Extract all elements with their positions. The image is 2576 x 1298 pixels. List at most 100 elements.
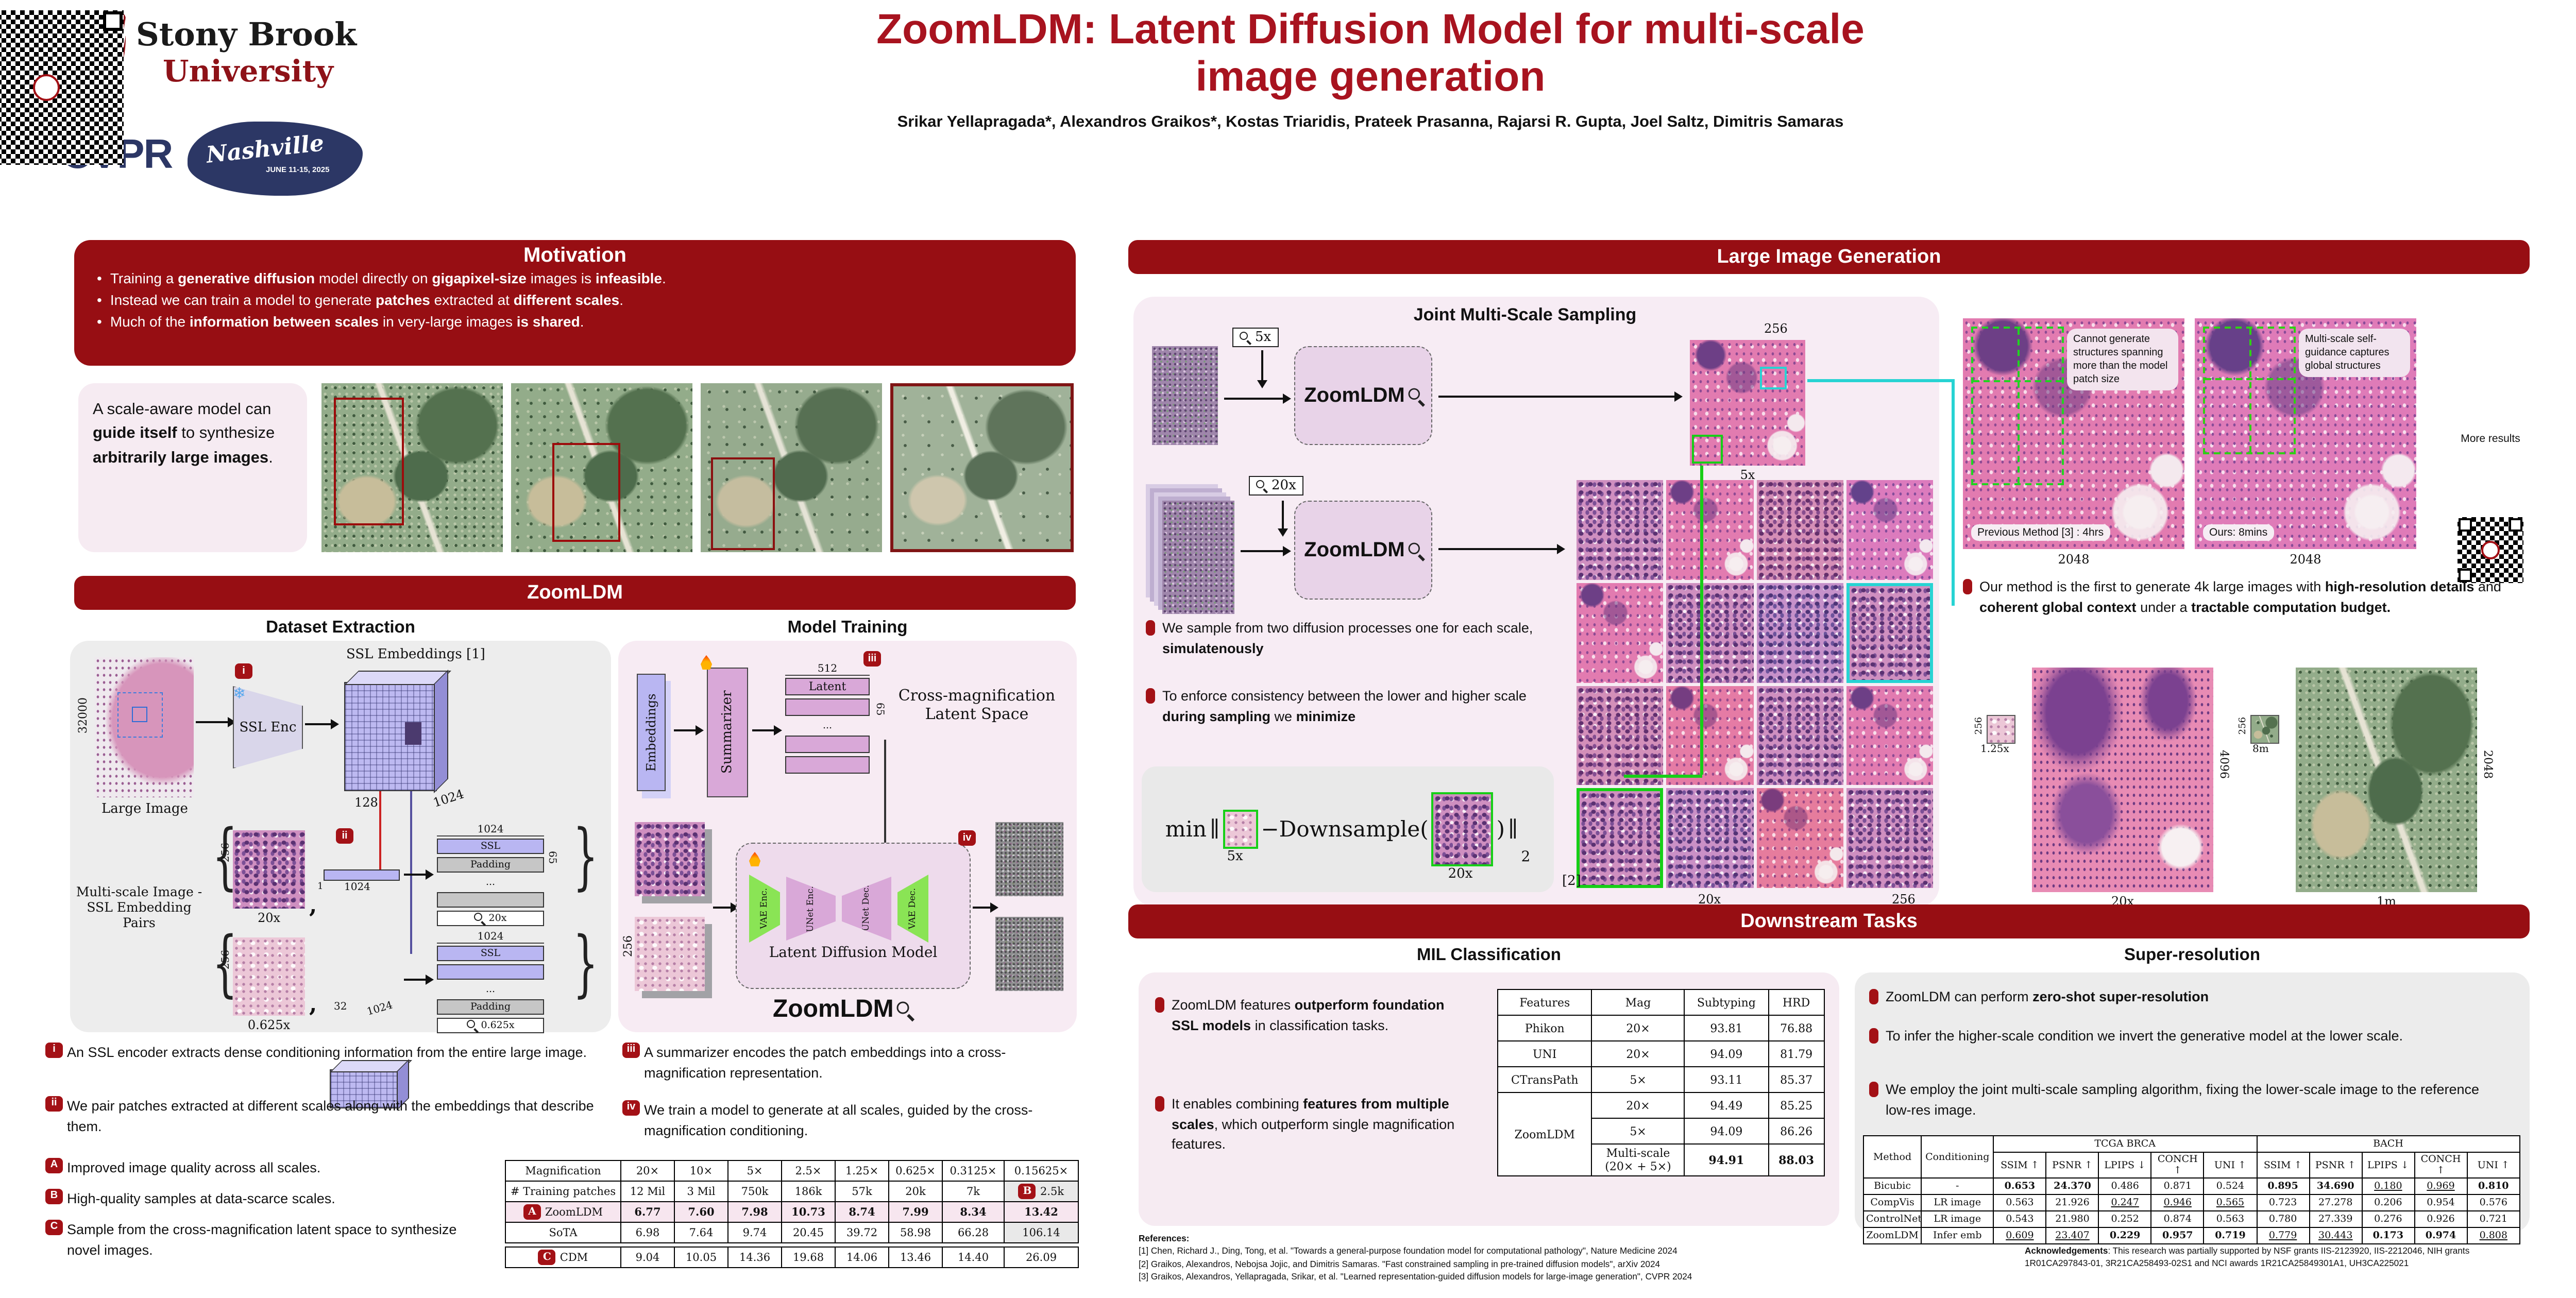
references-title: References: bbox=[1139, 1233, 1190, 1243]
green-connector bbox=[1624, 775, 1702, 777]
more-results-qr-code bbox=[2458, 517, 2523, 583]
size-2048-left: 2048 bbox=[2058, 552, 2090, 567]
mag-5x-tag: 5x bbox=[1232, 328, 1279, 347]
sr-heading: Super-resolution bbox=[2124, 946, 2260, 964]
pairs-caption: Multi-scale Image - SSL Embedding Pairs bbox=[76, 884, 202, 930]
green-crop-box bbox=[1692, 435, 1723, 464]
finding-c: C Sample from the cross-magnification lat… bbox=[45, 1220, 488, 1260]
motivation-bullet-2: • Instead we can train a model to generat… bbox=[97, 292, 623, 308]
noisy-20x-stack bbox=[1162, 501, 1234, 614]
comma: , bbox=[309, 892, 317, 919]
noise-output-1 bbox=[995, 822, 1063, 896]
zoomldm-logo: ZoomLDM bbox=[773, 995, 911, 1024]
patch-size-256: 256 bbox=[221, 950, 232, 970]
arrow bbox=[1224, 394, 1291, 404]
sr-bullet-3: We employ the joint multi-scale sampling… bbox=[1869, 1080, 2487, 1120]
snowflake-icon: ❄ bbox=[233, 685, 246, 703]
marker-iii: iii bbox=[863, 651, 881, 667]
previous-method-image: Cannot generate structures spanning more… bbox=[1963, 318, 2184, 549]
thumb2-256: 256 bbox=[2238, 717, 2248, 735]
large-image-caption: Large Image bbox=[101, 801, 188, 817]
embeddings-block: Embeddings bbox=[637, 674, 666, 791]
unet-encoder: UNet Enc. bbox=[786, 877, 836, 941]
grid-cell bbox=[1846, 480, 1933, 580]
arrow bbox=[973, 902, 998, 913]
magnifier-icon bbox=[474, 913, 486, 924]
large-20x-size: 4096 bbox=[2217, 750, 2231, 779]
grid-cell-green bbox=[1577, 788, 1664, 888]
step-bullet-iii: iii A summarizer encodes the patch embedd… bbox=[622, 1043, 1086, 1083]
token-stack-20x: 1024 SSL Padding ... 20x bbox=[437, 824, 544, 929]
zoomldm-box-5x: ZoomLDM bbox=[1294, 346, 1432, 445]
patch-20x-image bbox=[233, 830, 305, 909]
grid-cell bbox=[1577, 583, 1664, 682]
poster-title: ZoomLDM: Latent Diffusion Model for mult… bbox=[876, 5, 1865, 100]
dataset-extraction-heading: Dataset Extraction bbox=[266, 618, 415, 637]
ref-2-marker: [2] bbox=[1562, 874, 1581, 889]
noisy-5x-input bbox=[1152, 346, 1218, 445]
finding-a: A Improved image quality across all scale… bbox=[45, 1158, 499, 1178]
mil-heading: MIL Classification bbox=[1417, 946, 1561, 964]
sr-table-metric-header: SSIM ↑ PSNR ↑ LPIPS ↓ CONCH ↑ UNI ↑ SSIM ↑… bbox=[1863, 1152, 2521, 1179]
input-0625x-patch bbox=[635, 917, 705, 991]
brace-close: } bbox=[573, 814, 599, 898]
grid-cell bbox=[1577, 686, 1664, 785]
thumb2-image bbox=[2250, 715, 2279, 744]
mag-20x-tag: 20x bbox=[1249, 476, 1303, 496]
dataset-extraction-figure: 32000 Large Image i SSL Enc ❄ SSL Embedd… bbox=[70, 641, 611, 1111]
grid-cell bbox=[1666, 788, 1753, 888]
arrow bbox=[404, 869, 434, 880]
motivation-title: Motivation bbox=[523, 244, 626, 267]
noise-output-2 bbox=[995, 917, 1063, 991]
mil-bullet-2: It enables combining features from multi… bbox=[1155, 1094, 1475, 1154]
marker-iv: iv bbox=[958, 830, 976, 846]
magnifier-icon bbox=[1409, 387, 1425, 404]
university-logo-line1: Stony Brook bbox=[136, 16, 357, 54]
generated-5x-image bbox=[1690, 340, 1805, 466]
sr-bullet-2: To infer the higher-scale condition we i… bbox=[1869, 1026, 2487, 1046]
zoom-region-box bbox=[711, 457, 775, 550]
grid-overlay bbox=[117, 692, 163, 738]
grid-20x-label: 20x bbox=[1698, 892, 1721, 907]
arrow bbox=[1257, 350, 1267, 388]
green-connector bbox=[1700, 466, 1703, 775]
magnifier-icon bbox=[897, 1001, 914, 1018]
equation-box: min ∥ 5x −Downsample( 20x ) ∥ 2 bbox=[1142, 766, 1554, 892]
arrow bbox=[1241, 546, 1291, 556]
embedding-highlight bbox=[405, 722, 421, 745]
aerial-image-2 bbox=[511, 383, 692, 552]
comma: , bbox=[309, 991, 317, 1018]
step-bullet-iv: iv We train a model to generate at all sc… bbox=[622, 1100, 1086, 1140]
thumb2-mag: 8m bbox=[2252, 744, 2269, 755]
dim-1024: 1024 bbox=[365, 1000, 394, 1018]
cvpr-dates-label: JUNE 11-15, 2025 bbox=[266, 165, 330, 174]
eq-minus-downsample: −Downsample( bbox=[1261, 817, 1429, 842]
cvpr-city-label: Nashville bbox=[205, 130, 326, 169]
eq-close: ) bbox=[1496, 817, 1505, 842]
mil-table: Features Mag Subtyping HRD Phikon 20× 93.81 7… bbox=[1497, 989, 1825, 1176]
unet-decoder: UNet Dec. bbox=[842, 877, 891, 941]
large-1m-size: 2048 bbox=[2481, 750, 2495, 779]
fid-table: Magnification 20× 10× 5× 2.5× 1.25× 0.625× 0.31… bbox=[505, 1160, 1079, 1243]
aerial-image-3 bbox=[701, 383, 882, 552]
mil-row: CTransPath 5× 93.11 85.37 bbox=[1497, 1066, 1825, 1093]
thumb1-256: 256 bbox=[1974, 717, 1985, 735]
grid-cell bbox=[1756, 480, 1843, 580]
cyan-crop-box bbox=[1760, 367, 1787, 389]
aerial-image-4 bbox=[890, 383, 1074, 552]
size-2048-right: 2048 bbox=[2290, 552, 2321, 567]
large-image-height-label: 32000 bbox=[76, 697, 90, 733]
vae-decoder: VAE Dec. bbox=[897, 875, 928, 943]
arrow bbox=[305, 719, 339, 729]
arrow bbox=[1438, 391, 1683, 402]
dim-1: 1 bbox=[317, 882, 324, 892]
arrow bbox=[713, 902, 739, 913]
marker-i: i bbox=[235, 663, 252, 679]
sampling-bullet-1: We sample from two diffusion processes o… bbox=[1146, 618, 1553, 658]
conditioning-line bbox=[884, 740, 886, 847]
output-5x-caption: 5x bbox=[1740, 468, 1755, 482]
marker-ii: ii bbox=[336, 828, 353, 844]
eq-sub: 2 bbox=[1521, 849, 1531, 865]
aerial-image-1 bbox=[321, 383, 503, 552]
red-guide-line bbox=[379, 791, 381, 876]
